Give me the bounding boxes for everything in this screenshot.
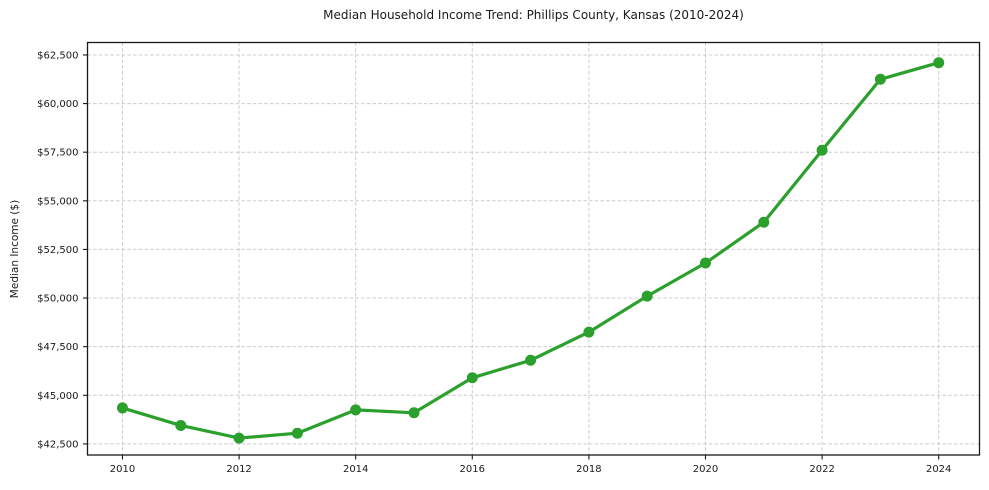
y-tick-label: $57,500 bbox=[37, 148, 78, 159]
data-point-2016 bbox=[466, 372, 478, 384]
data-point-2012 bbox=[233, 432, 245, 444]
x-tick-label: 2024 bbox=[926, 464, 951, 475]
data-point-2022 bbox=[816, 144, 828, 156]
x-tick-label: 2014 bbox=[343, 464, 368, 475]
x-tick-label: 2018 bbox=[576, 464, 601, 475]
y-tick-label: $47,500 bbox=[37, 342, 78, 353]
data-point-2019 bbox=[641, 290, 653, 302]
data-point-2017 bbox=[525, 354, 537, 366]
data-point-2020 bbox=[699, 257, 711, 269]
y-tick-label: $60,000 bbox=[37, 99, 78, 110]
data-point-2010 bbox=[116, 402, 128, 414]
y-tick-label: $52,500 bbox=[37, 245, 78, 256]
plot-border bbox=[86, 41, 981, 456]
data-point-2013 bbox=[291, 427, 303, 439]
y-tick-label: $42,500 bbox=[37, 439, 78, 450]
data-point-2011 bbox=[175, 419, 187, 431]
x-tick-label: 2016 bbox=[460, 464, 485, 475]
y-tick-label: $50,000 bbox=[37, 294, 78, 305]
data-point-2021 bbox=[758, 216, 770, 228]
data-point-2015 bbox=[408, 407, 420, 419]
y-tick-label: $55,000 bbox=[37, 196, 78, 207]
y-tick-label: $62,500 bbox=[37, 50, 78, 61]
data-point-2014 bbox=[350, 404, 362, 416]
x-tick-label: 2010 bbox=[110, 464, 135, 475]
trend-line bbox=[120, 61, 941, 440]
data-point-2024 bbox=[933, 57, 945, 69]
data-point-2018 bbox=[583, 326, 595, 338]
y-tick-label: $45,000 bbox=[37, 391, 78, 402]
data-point-2023 bbox=[874, 73, 886, 85]
x-tick-label: 2020 bbox=[693, 464, 718, 475]
x-tick-label: 2012 bbox=[226, 464, 251, 475]
x-tick-label: 2022 bbox=[809, 464, 834, 475]
chart-title: Median Household Income Trend: Phillips … bbox=[323, 8, 744, 22]
